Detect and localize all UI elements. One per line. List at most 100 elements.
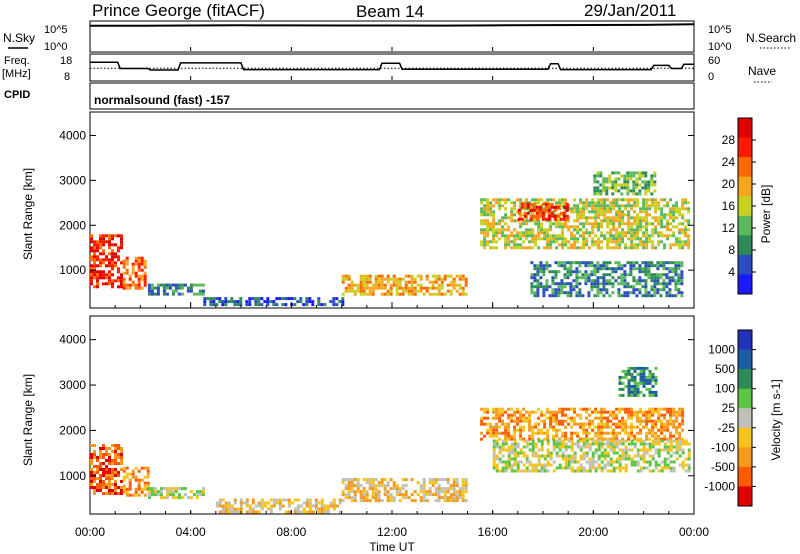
velocity-cell xyxy=(615,460,619,464)
velocity-cell xyxy=(320,501,324,505)
power-cell xyxy=(531,237,535,241)
power-cell xyxy=(632,192,636,196)
power-cell xyxy=(531,234,535,238)
velocity-cell xyxy=(540,419,544,423)
velocity-cell xyxy=(153,493,157,497)
power-colorbar-swatch xyxy=(738,254,752,275)
power-cell xyxy=(401,289,405,293)
velocity-cell xyxy=(108,456,111,459)
velocity-cell xyxy=(636,463,640,467)
velocity-cell xyxy=(374,496,378,500)
velocity-cell xyxy=(455,484,459,488)
power-cell xyxy=(332,300,336,304)
velocity-cell xyxy=(660,407,664,411)
power-cell xyxy=(547,202,551,206)
power-cell xyxy=(108,246,111,250)
power-cell xyxy=(639,225,643,229)
velocity-cell xyxy=(639,466,643,470)
power-cell xyxy=(653,189,657,193)
velocity-cell xyxy=(516,454,520,458)
velocity-cell xyxy=(359,490,363,494)
velocity-cell xyxy=(630,460,634,464)
velocity-cell xyxy=(338,510,342,514)
power-cell xyxy=(654,219,658,223)
velocity-cell xyxy=(522,445,526,449)
velocity-cell xyxy=(600,422,604,426)
power-cell xyxy=(615,213,619,217)
power-cell xyxy=(96,249,99,253)
velocity-cell xyxy=(302,507,306,511)
power-cell xyxy=(230,300,234,304)
velocity-cell xyxy=(140,466,144,470)
power-cell xyxy=(117,276,120,280)
power-cell xyxy=(533,273,537,277)
velocity-cell xyxy=(218,501,222,505)
velocity-cell xyxy=(609,463,613,467)
velocity-colorbar-swatch xyxy=(738,447,752,468)
velocity-cell xyxy=(389,478,393,482)
power-cell xyxy=(596,282,600,286)
power-cell xyxy=(653,288,657,292)
power-cell xyxy=(657,231,661,235)
power-cell xyxy=(368,277,372,281)
power-cell xyxy=(680,279,684,283)
velocity-cell xyxy=(461,478,465,482)
power-cell xyxy=(681,204,685,208)
velocity-cell xyxy=(630,366,634,370)
power-cell xyxy=(513,213,517,217)
power-cell xyxy=(585,240,589,244)
power-cell xyxy=(555,225,559,229)
velocity-cell xyxy=(371,493,375,497)
velocity-cell xyxy=(183,493,187,497)
velocity-cell xyxy=(585,410,589,414)
power-cell xyxy=(680,270,684,274)
power-cell xyxy=(553,214,557,218)
velocity-cell xyxy=(525,457,529,461)
power-cell xyxy=(687,210,691,214)
power-cell xyxy=(501,231,505,235)
freq-series xyxy=(90,61,694,71)
power-cell xyxy=(624,204,628,208)
velocity-cell xyxy=(561,407,565,411)
power-cell xyxy=(687,207,691,211)
power-cell xyxy=(501,234,505,238)
power-cell xyxy=(593,273,597,277)
power-cell xyxy=(374,286,378,290)
velocity-cell xyxy=(519,460,523,464)
power-cell xyxy=(545,285,549,289)
power-cell xyxy=(137,274,141,278)
power-cell xyxy=(440,286,444,290)
power-cell xyxy=(648,237,652,241)
power-cell xyxy=(544,202,548,206)
power-cell xyxy=(600,219,604,223)
velocity-cell xyxy=(108,477,111,480)
power-cell xyxy=(620,192,624,196)
power-cell xyxy=(687,243,691,247)
power-cell xyxy=(641,270,645,274)
power-cell xyxy=(480,222,484,226)
velocity-cell xyxy=(449,487,453,491)
velocity-cell xyxy=(600,434,604,438)
velocity-cell xyxy=(522,416,526,420)
velocity-cell xyxy=(464,499,468,503)
power-cell xyxy=(498,237,502,241)
power-cell xyxy=(651,204,655,208)
power-cell xyxy=(108,279,111,283)
power-cell xyxy=(561,231,565,235)
power-cell xyxy=(621,198,625,202)
power-cell xyxy=(99,252,102,256)
power-cell xyxy=(371,292,375,296)
power-cell xyxy=(162,289,166,293)
velocity-cell xyxy=(386,484,390,488)
velocity-cell xyxy=(600,413,604,417)
velocity-cell xyxy=(615,457,619,461)
velocity-cell xyxy=(624,375,628,379)
power-cell xyxy=(579,234,583,238)
power-cell xyxy=(413,280,417,284)
velocity-cell xyxy=(633,445,637,449)
velocity-cell xyxy=(350,484,354,488)
velocity-cell xyxy=(660,413,664,417)
power-cell xyxy=(483,240,487,244)
velocity-cell xyxy=(99,483,102,486)
velocity-cell xyxy=(531,463,535,467)
